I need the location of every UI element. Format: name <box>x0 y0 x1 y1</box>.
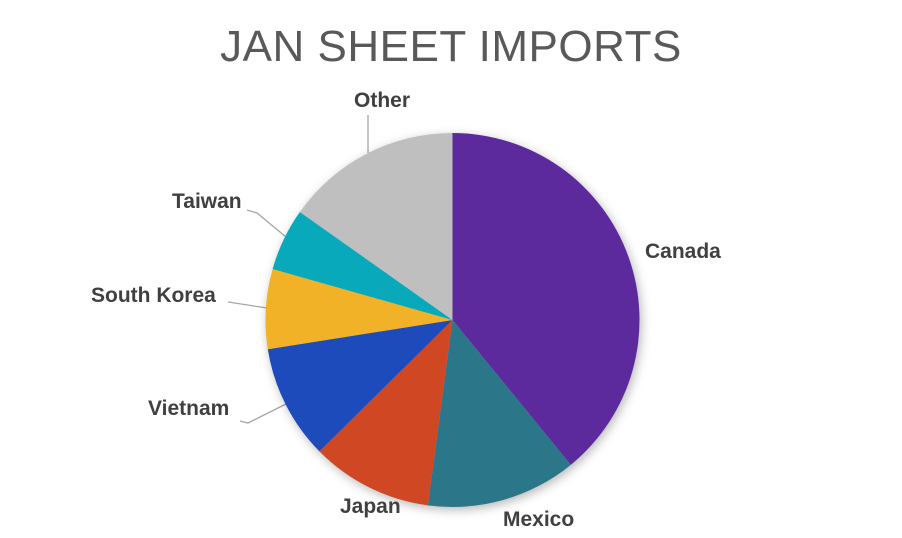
pie-label-vietnam: Vietnam <box>148 397 230 420</box>
pie-slice-taiwan[interactable] <box>272 211 453 320</box>
leader-line-vietnam <box>239 403 287 424</box>
pie-label-japan: Japan <box>340 495 401 518</box>
pie-group <box>265 133 640 507</box>
pie-slice-mexico[interactable] <box>427 320 571 507</box>
pie-slice-vietnam[interactable] <box>267 320 453 452</box>
pie-slice-south-korea[interactable] <box>265 268 453 350</box>
pie-slice-other[interactable] <box>299 133 453 320</box>
pie-slice-canada[interactable] <box>452 133 640 465</box>
chart-title: JAN SHEET IMPORTS <box>220 22 682 71</box>
pie-label-mexico: Mexico <box>503 508 575 531</box>
pie-label-canada: Canada <box>645 240 721 263</box>
pie-label-taiwan: Taiwan <box>172 190 242 213</box>
leader-line-taiwan <box>246 209 287 238</box>
leader-lines <box>227 115 369 424</box>
pie-label-south-korea: South Korea <box>91 284 216 307</box>
pie-slice-japan[interactable] <box>319 320 453 506</box>
pie-label-other: Other <box>354 89 411 112</box>
leader-line-south-korea <box>227 301 268 309</box>
